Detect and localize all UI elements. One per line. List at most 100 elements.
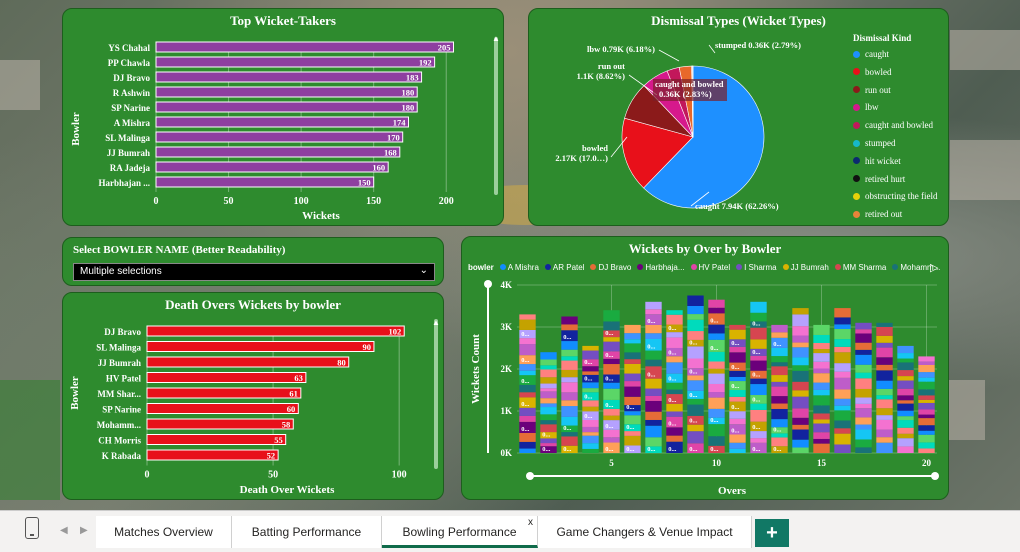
wbo-bar-segment[interactable]	[771, 403, 788, 409]
wbo-bar-segment[interactable]	[519, 314, 536, 320]
wbo-bar-segment[interactable]	[645, 333, 662, 339]
twt-scroll-up-icon[interactable]: ▲	[492, 34, 500, 43]
wbo-bar-segment[interactable]	[708, 417, 725, 425]
wbo-bar-segment[interactable]	[624, 411, 641, 416]
wbo-bar-segment[interactable]	[561, 425, 578, 433]
wbo-bar-segment[interactable]	[519, 338, 536, 345]
prev-page-icon[interactable]: ◀	[60, 525, 68, 536]
wbo-bar-segment[interactable]	[540, 443, 557, 447]
do-bar[interactable]	[146, 403, 299, 414]
wbo-bar-segment[interactable]	[834, 317, 851, 325]
wbo-bar-segment[interactable]	[729, 442, 746, 449]
twt-bar[interactable]	[155, 131, 404, 143]
dismissal-legend-item[interactable]: stumped	[853, 138, 896, 148]
wbo-bar-segment[interactable]	[855, 333, 872, 343]
wbo-bar-segment[interactable]	[708, 339, 725, 352]
wbo-bar-segment[interactable]	[687, 339, 704, 347]
wbo-bar-segment[interactable]	[876, 395, 893, 400]
dismissal-legend-item[interactable]: bowled	[853, 67, 892, 77]
wbo-bar-segment[interactable]	[876, 388, 893, 396]
wbo-bar-segment[interactable]	[603, 330, 620, 338]
wbo-bar-segment[interactable]	[687, 375, 704, 381]
wbo-bar-segment[interactable]	[666, 347, 683, 357]
wbo-bar-segment[interactable]	[540, 414, 557, 421]
bowler-legend-item[interactable]: DJ Bravo	[590, 263, 631, 272]
wbo-bar-segment[interactable]	[561, 445, 578, 453]
bowler-name-dropdown[interactable]: Multiple selections ⌄	[73, 263, 435, 281]
wbo-bar-segment[interactable]	[792, 424, 809, 430]
bowler-legend-item[interactable]: MM Sharma	[834, 263, 886, 272]
x-slider-handle-right[interactable]	[931, 472, 939, 480]
dismissal-legend-item[interactable]: run out	[853, 85, 891, 95]
wbo-bar-segment[interactable]	[897, 362, 914, 371]
wbo-bar-segment[interactable]	[687, 443, 704, 453]
wbo-bar-segment[interactable]	[687, 368, 704, 376]
wbo-bar-segment[interactable]	[624, 373, 641, 382]
wbo-bar-segment[interactable]	[561, 356, 578, 361]
wbo-bar-segment[interactable]	[708, 373, 725, 384]
wickets-by-over-chart[interactable]: Wickets Count Overs 0K 1K 2K 3K 4K 5 10 15 20 0..…	[462, 237, 949, 500]
wbo-bar-segment[interactable]	[624, 396, 641, 406]
wbo-bar-segment[interactable]	[540, 377, 557, 384]
wbo-bar-segment[interactable]	[918, 448, 935, 453]
do-bar[interactable]	[146, 418, 294, 430]
wbo-bar-segment[interactable]	[897, 433, 914, 439]
wbo-bar-segment[interactable]	[750, 355, 767, 361]
wbo-bar-segment[interactable]	[666, 411, 683, 417]
wbo-bar-segment[interactable]	[624, 415, 641, 425]
wbo-bar-segment[interactable]	[708, 333, 725, 340]
wbo-bar-segment[interactable]	[750, 431, 767, 439]
twt-bar[interactable]	[155, 116, 410, 128]
wbo-bar-segment[interactable]	[561, 377, 578, 383]
wbo-bar-segment[interactable]	[897, 376, 914, 381]
wbo-bar-segment[interactable]	[603, 415, 620, 421]
wbo-bar-segment[interactable]	[708, 307, 725, 314]
do-bar[interactable]	[146, 372, 307, 383]
wbo-bar-segment[interactable]	[897, 410, 914, 417]
chevron-down-icon[interactable]: ⌄	[419, 265, 428, 276]
wbo-bar-segment[interactable]	[876, 380, 893, 389]
wbo-bar-segment[interactable]	[729, 448, 746, 453]
wbo-bar-segment[interactable]	[645, 324, 662, 334]
close-tab-icon[interactable]: x	[528, 517, 533, 528]
dismissal-legend-item[interactable]: retired hurt	[853, 174, 905, 184]
wbo-bar-segment[interactable]	[582, 382, 599, 389]
wbo-bar-segment[interactable]	[519, 441, 536, 449]
wbo-bar-segment[interactable]	[771, 437, 788, 447]
wbo-bar-segment[interactable]	[645, 446, 662, 453]
wbo-bar-segment[interactable]	[897, 438, 914, 447]
wbo-bar-segment[interactable]	[876, 364, 893, 371]
top-wicket-takers-chart[interactable]: Bowler Wickets ▲ 0 50 100 150 200 YS Chahal 20…	[63, 9, 504, 226]
wbo-bar-segment[interactable]	[897, 358, 914, 363]
wbo-bar-segment[interactable]	[561, 330, 578, 342]
wbo-bar-segment[interactable]	[771, 381, 788, 387]
wbo-bar-segment[interactable]	[666, 362, 683, 374]
wbo-bar-segment[interactable]	[603, 358, 620, 365]
wbo-bar-segment[interactable]	[687, 380, 704, 391]
wbo-bar-segment[interactable]	[771, 419, 788, 428]
wbo-bar-segment[interactable]	[918, 372, 935, 378]
wbo-bar-segment[interactable]	[582, 420, 599, 427]
wbo-bar-segment[interactable]	[792, 314, 809, 327]
wbo-bar-segment[interactable]	[519, 370, 536, 376]
wbo-bar-segment[interactable]	[918, 402, 935, 410]
wbo-bar-segment[interactable]	[771, 396, 788, 404]
wbo-bar-segment[interactable]	[666, 382, 683, 390]
wbo-bar-segment[interactable]	[897, 380, 914, 389]
wbo-bar-segment[interactable]	[771, 427, 788, 434]
wbo-bar-segment[interactable]	[645, 314, 662, 325]
wbo-bar-segment[interactable]	[519, 392, 536, 398]
wbo-bar-segment[interactable]	[687, 346, 704, 359]
wbo-bar-segment[interactable]	[918, 395, 935, 400]
wbo-bar-segment[interactable]	[729, 411, 746, 419]
wbo-bar-segment[interactable]	[708, 424, 725, 437]
wbo-bar-segment[interactable]	[729, 424, 746, 435]
wbo-bar-segment[interactable]	[792, 357, 809, 366]
wbo-bar-segment[interactable]	[708, 324, 725, 334]
x-slider-handle-left[interactable]	[526, 472, 534, 480]
wbo-bar-segment[interactable]	[582, 345, 599, 351]
wbo-bar-segment[interactable]	[603, 429, 620, 438]
wbo-bar-segment[interactable]	[876, 326, 893, 336]
wbo-bar-segment[interactable]	[582, 388, 599, 393]
wbo-bar-segment[interactable]	[834, 433, 851, 445]
